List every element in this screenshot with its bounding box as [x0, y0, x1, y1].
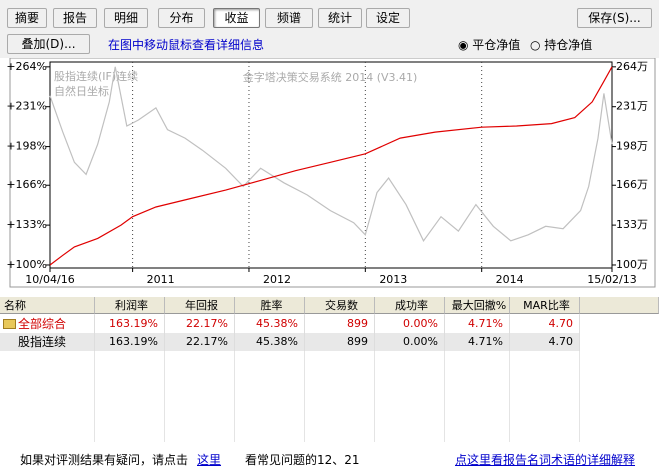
- y2-tick-label: 198万: [616, 140, 648, 153]
- table: 名称 利润率 年回报 胜率 交易数 成功率 最大回撤% MAR比率全部综合 163.19% 22.…: [0, 297, 659, 442]
- radio-label: 持仓净值: [544, 38, 593, 52]
- y-tick-label: +198%: [6, 140, 47, 153]
- column-header: MAR比率: [510, 297, 580, 314]
- column-header: 胜率: [235, 297, 305, 314]
- plot-frame: [49, 61, 613, 269]
- column-line: [579, 314, 580, 442]
- column-line: [164, 314, 165, 442]
- x-tick-label: 2013: [379, 273, 407, 286]
- chart: 金字塔决策交易系统 2014 (V3.41) 自然日坐标 股指连续(IF)连续 …: [6, 58, 656, 288]
- x-tick-label: 10/04/16: [25, 273, 74, 286]
- cell: 163.19%: [95, 315, 165, 333]
- x-tick-label: 15/02/13: [587, 273, 636, 286]
- row-bg: [0, 333, 580, 351]
- cell: 899: [305, 315, 375, 333]
- column-header: 最大回撤%: [445, 297, 510, 314]
- series-line: [49, 66, 613, 266]
- y-tick-label: +100%: [6, 258, 47, 271]
- column-header: 年回报: [165, 297, 235, 314]
- y-tick-label: +264%: [6, 60, 47, 73]
- cell: 163.19%: [95, 333, 165, 351]
- row-name: 股指连续: [0, 333, 95, 351]
- cell: 4.70: [510, 315, 580, 333]
- tab[interactable]: 频谱: [265, 8, 313, 28]
- y2-tick-label: 100万: [616, 258, 648, 271]
- radio-label: 平仓净值: [472, 38, 521, 52]
- cell: 899: [305, 333, 375, 351]
- series-line: [49, 66, 613, 242]
- radio[interactable]: ○ 持仓净值: [530, 38, 593, 52]
- row-icon: [3, 319, 16, 329]
- column-line: [374, 314, 375, 442]
- column-line: [304, 314, 305, 442]
- save-button[interactable]: 保存(S)...: [577, 8, 652, 28]
- tab[interactable]: 明细: [104, 8, 148, 28]
- cell: 0.00%: [375, 315, 445, 333]
- series-label: 股指连续(IF)连续: [54, 69, 138, 83]
- x-tick-label: 2011: [147, 273, 175, 286]
- tab[interactable]: 摘要: [7, 8, 47, 28]
- column-line: [234, 314, 235, 442]
- y2-tick-label: 264万: [616, 60, 648, 73]
- cell: 22.17%: [165, 315, 235, 333]
- column-line: [509, 314, 510, 442]
- cell: 0.00%: [375, 333, 445, 351]
- column-line: [94, 314, 95, 442]
- column-header: 交易数: [305, 297, 375, 314]
- tab[interactable]: 收益: [213, 8, 260, 28]
- cell: 4.71%: [445, 315, 510, 333]
- cell: 22.17%: [165, 333, 235, 351]
- cell: 45.38%: [235, 333, 305, 351]
- tab[interactable]: 统计: [318, 8, 362, 28]
- row-name: 全部综合: [0, 315, 95, 333]
- footer-text: 看常见问题的12、21: [245, 453, 360, 467]
- chart-title: 金字塔决策交易系统 2014 (V3.41): [243, 70, 418, 84]
- header-fill: [580, 297, 659, 314]
- cell: 4.71%: [445, 333, 510, 351]
- y-tick-label: +133%: [6, 218, 47, 231]
- x-tick-label: 2014: [496, 273, 524, 286]
- column-header: 成功率: [375, 297, 445, 314]
- y2-tick-label: 133万: [616, 218, 648, 231]
- y2-tick-label: 166万: [616, 178, 648, 191]
- tab[interactable]: 设定: [366, 8, 410, 28]
- row-bg: [0, 315, 580, 333]
- column-header: 利润率: [95, 297, 165, 314]
- cell: 4.70: [510, 333, 580, 351]
- y-tick-label: +166%: [6, 178, 47, 191]
- chart-subtitle: 自然日坐标: [54, 84, 109, 98]
- link[interactable]: 这里: [197, 453, 222, 467]
- link[interactable]: 点这里看报告名词术语的详细解释: [455, 453, 636, 467]
- y2-tick-label: 231万: [616, 100, 648, 113]
- tab[interactable]: 报告: [53, 8, 97, 28]
- tab[interactable]: 分布: [158, 8, 205, 28]
- chart-bg: [9, 58, 656, 288]
- overlay-button[interactable]: 叠加(D)...: [7, 34, 90, 54]
- footer-text: 如果对评测结果有疑问，请点击: [20, 453, 189, 467]
- x-tick-label: 2012: [263, 273, 291, 286]
- cell: 45.38%: [235, 315, 305, 333]
- y-tick-label: +231%: [6, 100, 47, 113]
- hint: 在图中移动鼠标查看详细信息: [108, 38, 265, 52]
- radio[interactable]: ◉ 平仓净值: [458, 38, 521, 52]
- column-line: [444, 314, 445, 442]
- column-header: 名称: [0, 297, 95, 314]
